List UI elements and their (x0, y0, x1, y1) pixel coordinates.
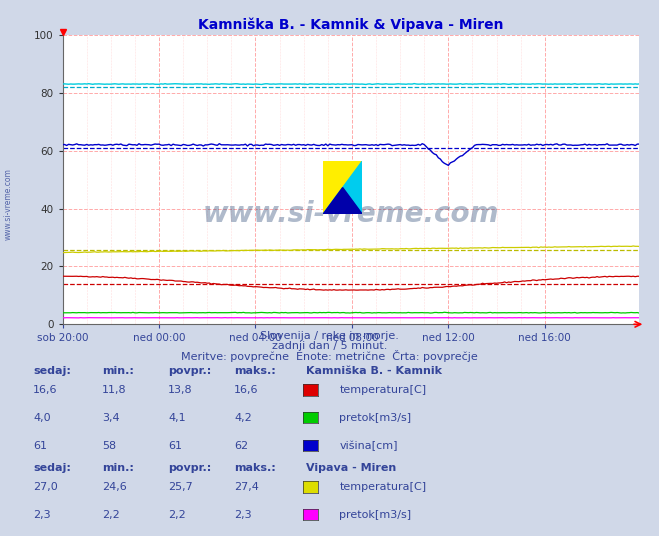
Text: Meritve: povprečne  Enote: metrične  Črta: povprečje: Meritve: povprečne Enote: metrične Črta:… (181, 350, 478, 362)
Text: pretok[m3/s]: pretok[m3/s] (339, 510, 411, 520)
Text: 16,6: 16,6 (33, 385, 57, 395)
Text: temperatura[C]: temperatura[C] (339, 482, 426, 492)
Text: sedaj:: sedaj: (33, 463, 71, 473)
Polygon shape (323, 161, 362, 214)
Text: 2,3: 2,3 (234, 510, 252, 520)
Polygon shape (323, 161, 362, 214)
Text: višina[cm]: višina[cm] (339, 440, 398, 451)
Text: 2,3: 2,3 (33, 510, 51, 520)
Text: 2,2: 2,2 (168, 510, 186, 520)
Text: zadnji dan / 5 minut.: zadnji dan / 5 minut. (272, 341, 387, 352)
Text: povpr.:: povpr.: (168, 366, 212, 376)
Text: min.:: min.: (102, 366, 134, 376)
Text: 4,2: 4,2 (234, 413, 252, 423)
Text: min.:: min.: (102, 463, 134, 473)
Text: www.si-vreme.com: www.si-vreme.com (3, 168, 13, 240)
Text: 58: 58 (102, 441, 116, 451)
Text: maks.:: maks.: (234, 463, 275, 473)
Text: pretok[m3/s]: pretok[m3/s] (339, 413, 411, 423)
Text: Slovenija / reke in morje.: Slovenija / reke in morje. (260, 331, 399, 341)
Text: 4,1: 4,1 (168, 413, 186, 423)
Text: temperatura[C]: temperatura[C] (339, 385, 426, 395)
Text: 27,4: 27,4 (234, 482, 259, 492)
Title: Kamniška B. - Kamnik & Vipava - Miren: Kamniška B. - Kamnik & Vipava - Miren (198, 18, 503, 32)
Text: 11,8: 11,8 (102, 385, 127, 395)
Text: maks.:: maks.: (234, 366, 275, 376)
Text: 16,6: 16,6 (234, 385, 258, 395)
Text: 2,2: 2,2 (102, 510, 120, 520)
Text: 25,7: 25,7 (168, 482, 193, 492)
Text: 27,0: 27,0 (33, 482, 58, 492)
Text: www.si-vreme.com: www.si-vreme.com (203, 200, 499, 228)
Text: 24,6: 24,6 (102, 482, 127, 492)
Text: povpr.:: povpr.: (168, 463, 212, 473)
Text: 62: 62 (234, 441, 248, 451)
Text: Vipava - Miren: Vipava - Miren (306, 463, 397, 473)
Text: Kamniška B. - Kamnik: Kamniška B. - Kamnik (306, 366, 442, 376)
Text: 61: 61 (168, 441, 182, 451)
Text: 3,4: 3,4 (102, 413, 120, 423)
Text: 13,8: 13,8 (168, 385, 192, 395)
Text: 4,0: 4,0 (33, 413, 51, 423)
Text: sedaj:: sedaj: (33, 366, 71, 376)
Polygon shape (323, 188, 362, 214)
Text: 61: 61 (33, 441, 47, 451)
